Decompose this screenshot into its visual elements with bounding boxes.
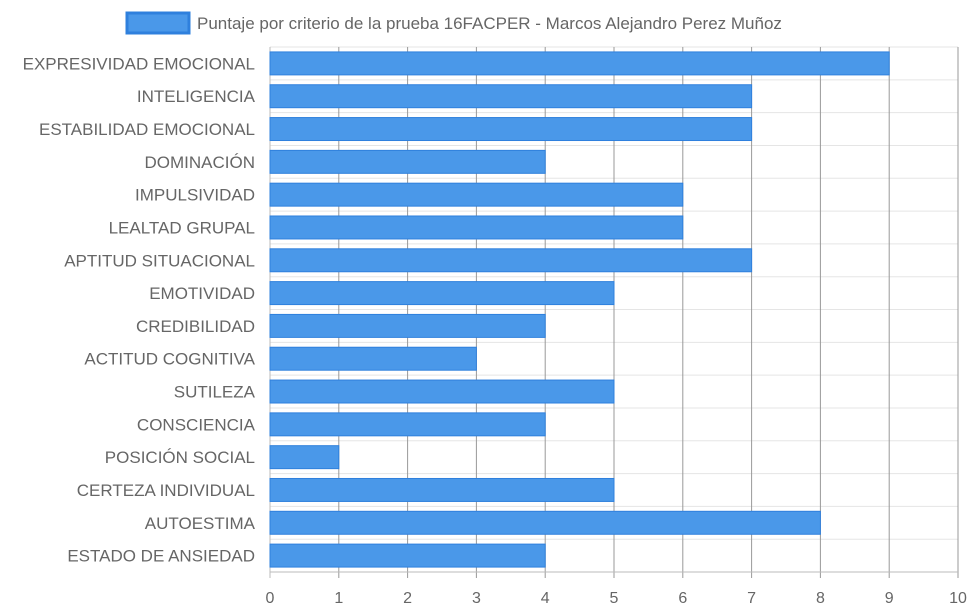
bar[interactable] (269, 51, 890, 76)
category-label: ACTITUD COGNITIVA (84, 350, 255, 369)
category-label: POSICIÓN SOCIAL (105, 448, 255, 467)
x-tick-label: 10 (949, 590, 967, 607)
bar[interactable] (269, 84, 753, 109)
x-tick-label: 9 (885, 590, 894, 607)
category-label: ESTABILIDAD EMOCIONAL (39, 120, 255, 139)
bar[interactable] (269, 149, 546, 174)
bars (269, 51, 890, 568)
bar[interactable] (269, 313, 546, 338)
category-label: IMPULSIVIDAD (135, 186, 255, 205)
bar[interactable] (269, 215, 684, 240)
category-label: APTITUD SITUACIONAL (64, 251, 255, 270)
category-label: SUTILEZA (174, 383, 256, 402)
x-tick-label: 2 (403, 590, 412, 607)
bar[interactable] (269, 445, 340, 470)
bar[interactable] (269, 281, 615, 306)
category-label: EMOTIVIDAD (149, 284, 255, 303)
bar[interactable] (269, 543, 546, 568)
bar[interactable] (269, 346, 477, 371)
category-label: DOMINACIÓN (145, 153, 256, 172)
category-label: CREDIBILIDAD (136, 317, 255, 336)
x-tick-label: 5 (610, 590, 619, 607)
category-label: AUTOESTIMA (145, 514, 256, 533)
legend-swatch (125, 11, 191, 35)
x-tick-label: 7 (747, 590, 756, 607)
bar[interactable] (269, 510, 821, 535)
category-label: CERTEZA INDIVIDUAL (77, 481, 255, 500)
category-label: INTELIGENCIA (137, 87, 256, 106)
category-labels: EXPRESIVIDAD EMOCIONAL INTELIGENCIA ESTABI… (23, 54, 256, 565)
legend[interactable]: Puntaje por criterio de la prueba 16FACP… (125, 11, 782, 35)
legend-label: Puntaje por criterio de la prueba 16FACP… (197, 14, 782, 33)
bar[interactable] (269, 248, 753, 273)
x-tick-label: 0 (266, 590, 275, 607)
x-tick-label: 1 (334, 590, 343, 607)
bar[interactable] (269, 182, 684, 207)
category-label: EXPRESIVIDAD EMOCIONAL (23, 54, 255, 73)
category-label: ESTADO DE ANSIEDAD (67, 547, 255, 566)
x-tick-labels: 0 1 2 3 4 5 6 7 8 9 10 (266, 590, 967, 607)
x-tick-label: 3 (472, 590, 481, 607)
category-label: CONSCIENCIA (137, 415, 256, 434)
category-label: LEALTAD GRUPAL (109, 218, 255, 237)
bar[interactable] (269, 117, 753, 142)
bar[interactable] (269, 412, 546, 437)
x-tick-label: 4 (541, 590, 550, 607)
x-tick-label: 8 (816, 590, 825, 607)
x-tick-label: 6 (678, 590, 687, 607)
bar[interactable] (269, 379, 615, 404)
bar[interactable] (269, 477, 615, 502)
